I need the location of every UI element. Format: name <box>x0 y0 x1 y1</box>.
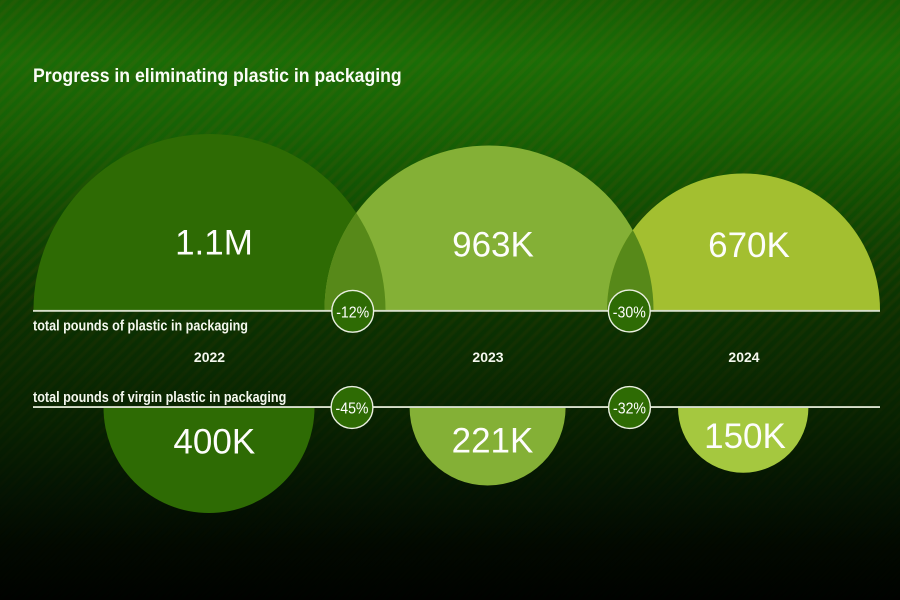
svg-text:963K: 963K <box>452 225 534 264</box>
svg-text:-30%: -30% <box>613 304 646 321</box>
svg-text:400K: 400K <box>173 423 255 462</box>
svg-text:2023: 2023 <box>472 349 503 365</box>
svg-text:-45%: -45% <box>336 401 369 418</box>
svg-text:total pounds of virgin plastic: total pounds of virgin plastic in packag… <box>33 389 286 406</box>
svg-text:total pounds of plastic in pac: total pounds of plastic in packaging <box>33 317 248 334</box>
svg-text:150K: 150K <box>704 417 786 456</box>
svg-text:2022: 2022 <box>194 349 225 365</box>
svg-text:-32%: -32% <box>613 401 646 418</box>
svg-text:Progress in eliminating plasti: Progress in eliminating plastic in packa… <box>33 66 402 87</box>
svg-text:-12%: -12% <box>336 304 369 321</box>
svg-text:221K: 221K <box>452 422 534 461</box>
svg-text:1.1M: 1.1M <box>175 224 253 263</box>
svg-text:2024: 2024 <box>728 349 759 365</box>
svg-text:670K: 670K <box>708 226 790 265</box>
